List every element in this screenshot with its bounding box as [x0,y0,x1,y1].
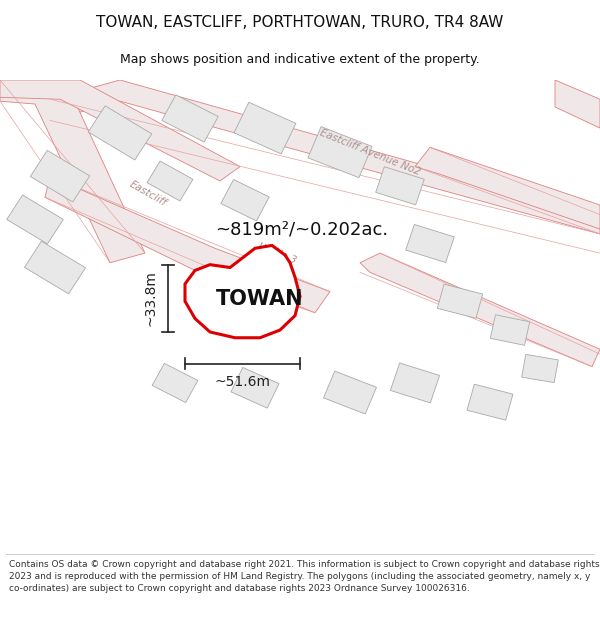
Polygon shape [415,148,600,229]
Polygon shape [185,246,300,338]
Polygon shape [437,284,482,318]
Text: TOWAN, EASTCLIFF, PORTHTOWAN, TRURO, TR4 8AW: TOWAN, EASTCLIFF, PORTHTOWAN, TRURO, TR4… [97,15,503,30]
Polygon shape [88,106,152,160]
Polygon shape [0,80,240,181]
Polygon shape [231,368,279,408]
Text: Eastcliff: Eastcliff [128,179,169,208]
Polygon shape [323,371,376,414]
Polygon shape [50,80,600,234]
Polygon shape [391,363,440,403]
Polygon shape [162,95,218,142]
Polygon shape [221,179,269,221]
Text: Eastcliff Avenue No2: Eastcliff Avenue No2 [318,127,422,177]
Text: ~819m²/~0.202ac.: ~819m²/~0.202ac. [215,220,388,238]
Polygon shape [0,80,145,262]
Polygon shape [521,354,559,382]
Polygon shape [360,253,600,367]
Polygon shape [45,176,330,312]
Polygon shape [234,102,296,154]
Polygon shape [490,315,530,345]
Polygon shape [152,363,198,403]
Text: ~33.8m: ~33.8m [144,271,158,326]
Polygon shape [467,384,513,420]
Polygon shape [308,127,372,178]
Polygon shape [25,241,86,294]
Polygon shape [555,80,600,128]
Text: ~51.6m: ~51.6m [215,375,271,389]
Text: Map shows position and indicative extent of the property.: Map shows position and indicative extent… [120,54,480,66]
Text: Contains OS data © Crown copyright and database right 2021. This information is : Contains OS data © Crown copyright and d… [9,560,599,593]
Text: TOWAN: TOWAN [216,289,304,309]
Text: ue No 3: ue No 3 [257,240,298,266]
Polygon shape [376,167,424,205]
Polygon shape [31,151,89,202]
Polygon shape [406,224,454,262]
Polygon shape [7,195,64,244]
Polygon shape [147,161,193,201]
